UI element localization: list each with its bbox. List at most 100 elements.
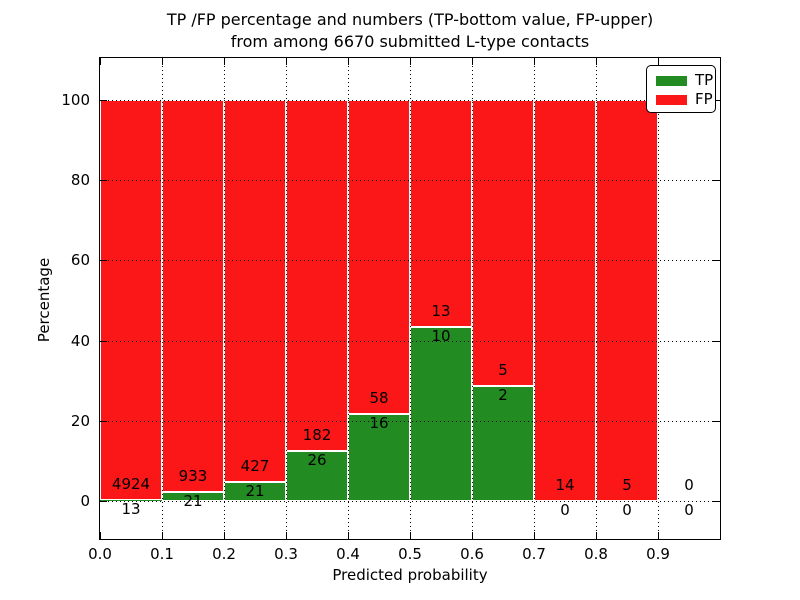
- fp-count-label: 427: [240, 457, 270, 476]
- bar-fp-segment: [410, 100, 472, 327]
- x-gridline: [286, 58, 287, 539]
- x-gridline: [348, 58, 349, 539]
- bar-fp-segment: [534, 100, 596, 501]
- x-tick-label: 0.2: [212, 545, 236, 563]
- fp-count-label: 5: [622, 476, 632, 494]
- y-tick-right: [713, 420, 720, 422]
- x-tick-top: [658, 58, 659, 65]
- x-gridline: [472, 58, 473, 539]
- tp-count-label: 0: [622, 501, 632, 519]
- bar-fp-segment: [224, 100, 286, 483]
- x-tick-bottom: [224, 532, 225, 539]
- fp-count-label: 0: [684, 476, 694, 494]
- x-tick-top: [472, 58, 473, 65]
- legend-label-tp: TP: [695, 71, 714, 89]
- tp-count-label: 21: [183, 492, 203, 511]
- tp-count-label: 2: [498, 386, 508, 405]
- x-gridline: [658, 58, 659, 539]
- x-tick-label: 0.6: [460, 545, 484, 563]
- x-tick-label: 0.0: [88, 545, 112, 563]
- bar-fp-segment: [348, 100, 410, 415]
- x-tick-top: [410, 58, 411, 65]
- plot-area: TP FP 4924 13 933 21 427 21 182 26 58 16 13 10 5 2 14 0…: [99, 57, 721, 540]
- fp-count-label: 182: [302, 425, 332, 444]
- x-tick-bottom: [162, 532, 163, 539]
- fp-count-label: 58: [369, 389, 389, 408]
- tp-count-label: 10: [431, 326, 451, 345]
- y-tick-left: [100, 180, 107, 182]
- x-tick-label: 0.4: [336, 545, 360, 563]
- y-tick-right: [713, 180, 720, 182]
- legend-item-tp: TP: [656, 71, 715, 90]
- x-tick-top: [596, 58, 597, 65]
- legend-label-fp: FP: [695, 90, 713, 108]
- bar-fp-segment: [286, 100, 348, 451]
- legend-item-fp: FP: [656, 90, 715, 109]
- x-gridline: [534, 58, 535, 539]
- tp-count-label: 0: [560, 501, 570, 519]
- chart-title-line1: TP /FP percentage and numbers (TP-bottom…: [166, 10, 654, 29]
- x-tick-top: [534, 58, 535, 65]
- x-gridline: [410, 58, 411, 539]
- x-gridline: [224, 58, 225, 539]
- bar-tp-segment: [472, 386, 534, 501]
- tp-count-label: 16: [369, 414, 389, 433]
- fp-count-label: 933: [178, 467, 208, 486]
- y-tick-label: 60: [70, 251, 90, 270]
- chart-title: TP /FP percentage and numbers (TP-bottom…: [100, 9, 720, 53]
- fp-count-label: 4924: [111, 474, 151, 493]
- x-axis-label: Predicted probability: [332, 566, 488, 584]
- y-tick-label: 20: [70, 411, 90, 430]
- y-tick-label: 40: [70, 331, 90, 350]
- x-tick-bottom: [596, 532, 597, 539]
- fp-count-label: 14: [555, 476, 575, 494]
- y-tick-left: [100, 340, 107, 342]
- bar-fp-segment: [472, 100, 534, 387]
- fp-count-label: 5: [498, 361, 508, 380]
- x-tick-label: 0.8: [584, 545, 608, 563]
- y-tick-right: [713, 340, 720, 342]
- y-tick-label: 100: [61, 91, 90, 109]
- legend: TP FP: [646, 65, 716, 113]
- x-tick-label: 0.3: [274, 545, 298, 563]
- x-tick-label: 0.9: [646, 545, 670, 563]
- x-tick-bottom: [286, 532, 287, 539]
- x-tick-bottom: [472, 532, 473, 539]
- x-tick-top: [286, 58, 287, 65]
- legend-swatch-tp: [656, 75, 687, 86]
- x-tick-top: [100, 58, 101, 65]
- tp-count-label: 0: [684, 501, 694, 519]
- bar-tp-segment: [100, 499, 162, 501]
- x-tick-bottom: [658, 532, 659, 539]
- tp-count-label: 13: [121, 499, 141, 518]
- y-tick-right: [713, 260, 720, 262]
- y-tick-right: [713, 501, 720, 502]
- y-tick-left: [100, 501, 107, 502]
- bar-fp-segment: [596, 100, 658, 501]
- x-tick-bottom: [348, 532, 349, 539]
- tp-count-label: 21: [245, 482, 265, 501]
- y-tick-left: [100, 260, 107, 262]
- x-tick-label: 0.1: [150, 545, 174, 563]
- legend-swatch-fp: [656, 94, 687, 105]
- x-gridline: [596, 58, 597, 539]
- bar-fp-segment: [162, 100, 224, 493]
- y-tick-label: 0: [80, 492, 90, 510]
- bar-tp-segment: [286, 450, 348, 501]
- x-tick-top: [348, 58, 349, 65]
- x-tick-bottom: [534, 532, 535, 539]
- y-tick-label: 80: [70, 171, 90, 190]
- x-tick-bottom: [410, 532, 411, 539]
- x-tick-label: 0.5: [398, 545, 422, 563]
- chart-title-line2: from among 6670 submitted L-type contact…: [230, 32, 590, 51]
- y-tick-right: [713, 100, 720, 101]
- y-tick-left: [100, 100, 107, 101]
- y-tick-left: [100, 420, 107, 422]
- x-tick-label: 0.7: [522, 545, 546, 563]
- tp-count-label: 26: [307, 450, 327, 469]
- bar-fp-segment: [100, 100, 162, 500]
- x-tick-top: [162, 58, 163, 65]
- x-tick-bottom: [100, 532, 101, 539]
- fp-count-label: 13: [431, 301, 451, 320]
